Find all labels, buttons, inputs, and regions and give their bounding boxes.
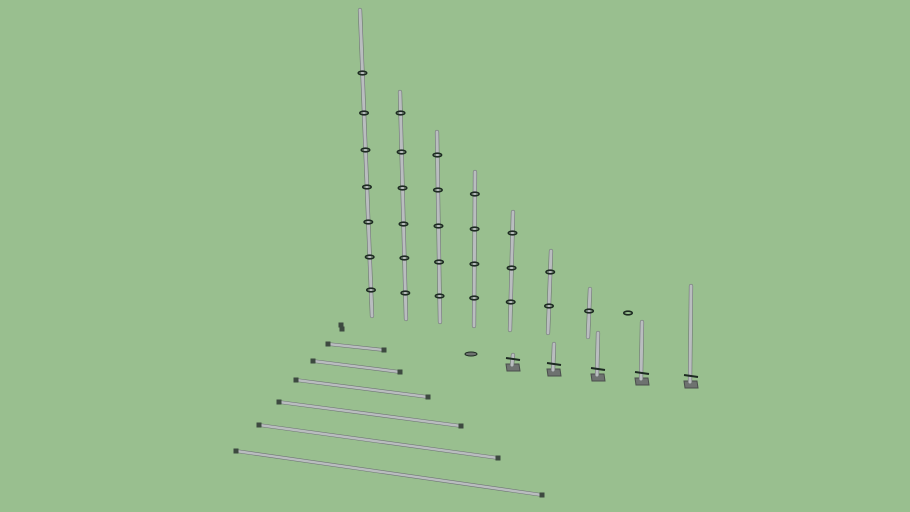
loose-rosette-ring[interactable] [622, 310, 633, 316]
rosette-ring[interactable] [505, 299, 516, 305]
scaffold-ledger-body[interactable] [277, 400, 463, 428]
base-plate[interactable] [634, 377, 650, 386]
base-jack[interactable] [546, 341, 562, 377]
scaffold-standard[interactable] [469, 169, 480, 329]
ledger-head[interactable] [310, 358, 316, 364]
rosette-ring[interactable] [469, 261, 480, 267]
base-plate[interactable] [683, 380, 699, 389]
rosette-ring[interactable] [363, 219, 374, 225]
ledger-head[interactable] [293, 377, 299, 383]
ledger-head[interactable] [256, 422, 262, 428]
jack-screw-body[interactable] [510, 353, 515, 367]
base-plate[interactable] [505, 363, 521, 372]
scaffold-standard[interactable] [505, 209, 518, 333]
scaffold-ledger[interactable] [310, 358, 403, 375]
base-jack[interactable] [634, 319, 650, 386]
scaffold-ledger[interactable] [293, 377, 431, 400]
rosette-ring[interactable] [543, 303, 554, 309]
base-jack[interactable] [683, 283, 699, 389]
scaffold-ledger[interactable] [233, 448, 545, 498]
rosette-ring[interactable] [396, 149, 407, 155]
jack-screw[interactable] [638, 319, 645, 382]
rosette-ring[interactable] [361, 184, 372, 190]
ledger-head[interactable] [233, 448, 239, 454]
rosette-ring[interactable] [469, 191, 480, 197]
jack-screw-body[interactable] [639, 320, 644, 381]
scaffold-standards-group [357, 7, 633, 340]
base-jack[interactable] [590, 330, 606, 382]
ledger-head[interactable] [325, 341, 331, 347]
jack-nut-handle[interactable] [505, 357, 521, 361]
ledger-head[interactable] [495, 455, 501, 461]
jack-nut-handle[interactable] [634, 371, 650, 375]
jack-screw-body[interactable] [551, 342, 556, 372]
flat-base-part[interactable] [464, 351, 478, 357]
rosette-ring[interactable] [433, 223, 444, 229]
scaffold-ledger[interactable] [256, 422, 501, 461]
rosette-ring[interactable] [395, 110, 406, 116]
rosette-ring[interactable] [357, 70, 368, 76]
scaffold-ledger-body[interactable] [294, 378, 430, 399]
jack-screw[interactable] [550, 341, 557, 373]
base-jacks-group [464, 283, 699, 389]
scaffold-standard-body[interactable] [546, 249, 553, 335]
jack-screw[interactable] [509, 352, 516, 368]
ledger-head[interactable] [381, 347, 387, 353]
scaffold-ledger-body[interactable] [311, 359, 402, 374]
ledger-head[interactable] [458, 423, 464, 429]
scaffold-ledger[interactable] [338, 322, 345, 332]
rosette-ring[interactable] [399, 255, 410, 261]
base-jack[interactable] [505, 352, 521, 372]
rosette-ring[interactable] [507, 230, 518, 236]
rosette-ring[interactable] [545, 269, 556, 275]
jack-screw[interactable] [687, 283, 694, 385]
ledger-head[interactable] [339, 326, 345, 332]
scaffold-standard[interactable] [432, 129, 445, 325]
base-plate[interactable] [590, 373, 606, 382]
scaffold-standard[interactable] [395, 89, 411, 322]
scaffold-standard-body[interactable] [398, 90, 408, 321]
jack-nut-handle[interactable] [683, 374, 699, 378]
rosette-ring[interactable] [398, 221, 409, 227]
scaffold-ledger[interactable] [276, 399, 464, 429]
jack-nut-handle[interactable] [590, 367, 606, 371]
rosette-ring[interactable] [432, 187, 443, 193]
scaffold-ledgers-group [233, 322, 545, 498]
scaffold-ledger-body[interactable] [257, 423, 500, 460]
ledger-head[interactable] [276, 399, 282, 405]
rosette-ring[interactable] [469, 295, 480, 301]
scaffold-ledger-body[interactable] [326, 342, 386, 352]
scaffold-ledger[interactable] [325, 341, 387, 353]
ledger-head[interactable] [539, 492, 545, 498]
rosette-ring[interactable] [359, 110, 370, 116]
scaffold-standard-body[interactable] [358, 8, 374, 318]
scaffold-standard[interactable] [543, 248, 556, 336]
ledger-head[interactable] [397, 369, 403, 375]
rosette-ring[interactable] [400, 290, 411, 296]
rosette-ring[interactable] [397, 185, 408, 191]
rosette-ring[interactable] [364, 254, 375, 260]
jack-screw-body[interactable] [688, 284, 693, 384]
rosette-ring[interactable] [434, 259, 445, 265]
rosette-ring[interactable] [432, 152, 443, 158]
ledger-head[interactable] [425, 394, 431, 400]
rosette-ring[interactable] [469, 226, 480, 232]
jack-nut-handle[interactable] [546, 362, 562, 366]
rosette-ring[interactable] [365, 287, 376, 293]
ledger-head[interactable] [338, 322, 344, 328]
scaffold-standard[interactable] [357, 7, 376, 319]
base-plate[interactable] [546, 368, 562, 377]
rosette-ring[interactable] [360, 147, 371, 153]
scaffold-standard[interactable] [584, 286, 595, 340]
scaffold-ledger-body[interactable] [234, 449, 544, 497]
rosette-ring[interactable] [584, 308, 595, 314]
rosette-ring[interactable] [506, 265, 517, 271]
rosette-ring[interactable] [434, 293, 445, 299]
